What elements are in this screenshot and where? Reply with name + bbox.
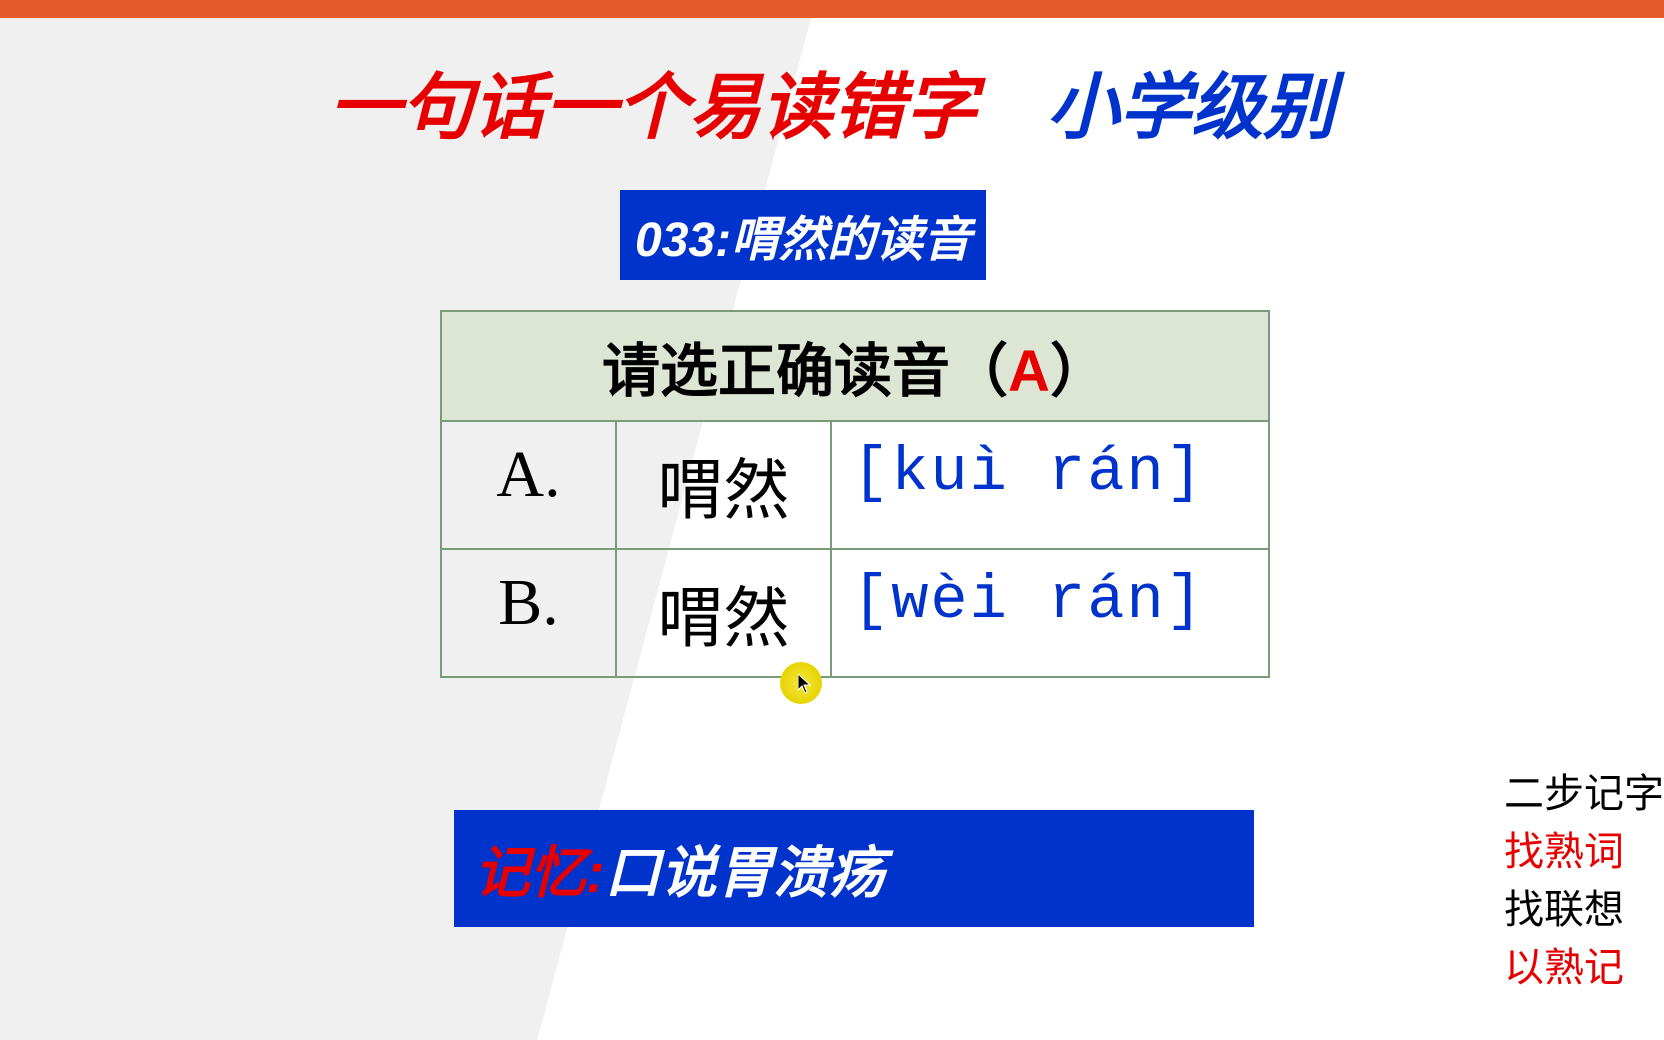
pronunciation-table: 请选正确读音（A） A. 喟然 [kuì rán] B. 喟然 [wèi rán… bbox=[440, 310, 1270, 678]
memory-content: 口说胃溃疡 bbox=[605, 841, 885, 904]
side-note-line: 二步记字 bbox=[1504, 765, 1664, 823]
table-header-close: ） bbox=[1050, 339, 1108, 404]
cursor-arrow-icon bbox=[798, 674, 812, 699]
option-letter: A. bbox=[442, 422, 617, 548]
table-header: 请选正确读音（A） bbox=[442, 312, 1268, 422]
side-note-line: 找联想 bbox=[1504, 881, 1664, 939]
top-orange-bar bbox=[0, 0, 1664, 18]
memory-label: 记忆: bbox=[474, 841, 605, 904]
option-word: 喟然 bbox=[617, 550, 832, 676]
table-row: B. 喟然 [wèi rán] bbox=[442, 550, 1268, 676]
table-header-answer: A bbox=[1008, 339, 1050, 404]
side-note-line: 以熟记 bbox=[1504, 939, 1664, 997]
option-letter: B. bbox=[442, 550, 617, 676]
side-notes: 二步记字 找熟词 找联想 以熟记 bbox=[1504, 765, 1664, 997]
table-row: A. 喟然 [kuì rán] bbox=[442, 422, 1268, 550]
title-red-part: 一句话一个易读错字 bbox=[329, 68, 977, 148]
page-title: 一句话一个易读错字 小学级别 bbox=[0, 48, 1664, 153]
memory-tip-box: 记忆:口说胃溃疡 bbox=[454, 810, 1254, 927]
option-pinyin: [kuì rán] bbox=[832, 422, 1268, 548]
subtitle-box: 033:喟然的读音 bbox=[620, 190, 986, 280]
side-note-line: 找熟词 bbox=[1504, 823, 1664, 881]
table-header-prompt: 请选正确读音（ bbox=[602, 339, 1008, 404]
option-word: 喟然 bbox=[617, 422, 832, 548]
option-pinyin: [wèi rán] bbox=[832, 550, 1268, 676]
title-blue-part: 小学级别 bbox=[1047, 68, 1335, 148]
